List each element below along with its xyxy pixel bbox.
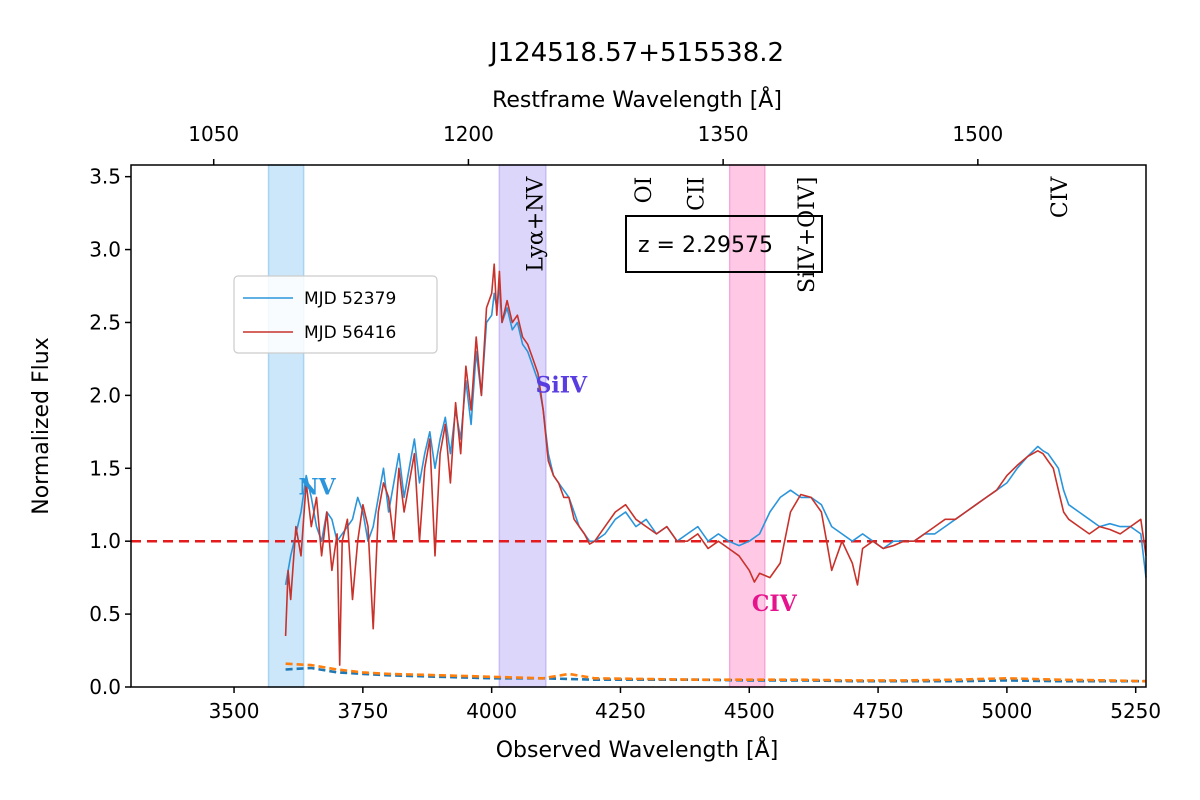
y-tick-label: 1.5 [89,456,121,480]
redshift-box-frame [625,215,823,273]
error-series-3 [285,662,1147,683]
top-axis-label: Restframe Wavelength [Å] [492,86,782,113]
x-tick-label: 4000 [466,699,517,723]
chart-title: J124518.57+515538.2 [488,38,784,68]
band-nv [267,164,305,688]
line-label-ly-nv: Lyα+NV [523,176,548,272]
y-tick-label: 1.0 [89,529,121,553]
redshift-box: z = 2.29575 [625,215,823,273]
x-tick-label: 4250 [595,699,646,723]
spectrum-series [284,263,1147,683]
top-tick-label: 1050 [188,122,239,146]
band-label-siiv: SiIV [535,372,588,398]
line-label-oi: OI [632,177,657,204]
x-tick-label: 4750 [853,699,904,723]
x-tick-label: 3500 [209,699,260,723]
y-tick-label: 0.0 [89,675,121,699]
y-tick-label: 3.0 [89,238,121,262]
top-tick-label: 1200 [443,122,494,146]
band-label-civ: CIV [752,591,798,617]
legend-frame [233,275,438,354]
redshift-label: z = 2.29575 [638,233,773,258]
y-tick-label: 2.0 [89,383,121,407]
x-tick-label: 4500 [724,699,775,723]
x-tick-label: 3750 [337,699,388,723]
x-axis-label: Observed Wavelength [Å] [496,736,779,763]
x-tick-label: 5000 [981,699,1032,723]
plot-frame [130,164,1147,688]
y-tick-label: 2.5 [89,310,121,334]
y-axis-ticks: 0.0 0.5 1.0 1.5 2.0 2.5 3.0 3.5 [89,165,131,699]
x-axis-ticks: 3500 3750 4000 4250 4500 4750 5000 5250 [209,687,1161,723]
y-tick-label: 0.5 [89,602,121,626]
legend-label-mjd-56416: MJD 56416 [304,323,396,343]
y-tick-label: 3.5 [89,165,121,189]
top-tick-label: 1500 [952,122,1003,146]
top-axis-ticks: 1050 1200 1350 1500 [188,122,1003,165]
line-label-civ: CIV [1048,176,1073,219]
legend-label-mjd-52379: MJD 52379 [304,289,396,309]
y-axis-label: Normalized Flux [29,337,54,514]
line-label-siiv-oiv: SiIV+OIV] [795,177,820,293]
legend: MJD 52379 MJD 56416 [233,275,438,354]
band-label-nv: NV [298,475,336,501]
line-annotations: Lyα+NV OI CII SiIV+OIV] CIV NV SiIV CIV [298,176,1073,618]
top-tick-label: 1350 [698,122,749,146]
x-tick-label: 5250 [1110,699,1161,723]
band-siiv [498,164,547,688]
series-mjd-56416 [284,263,1147,666]
line-label-cii: CII [685,177,710,211]
